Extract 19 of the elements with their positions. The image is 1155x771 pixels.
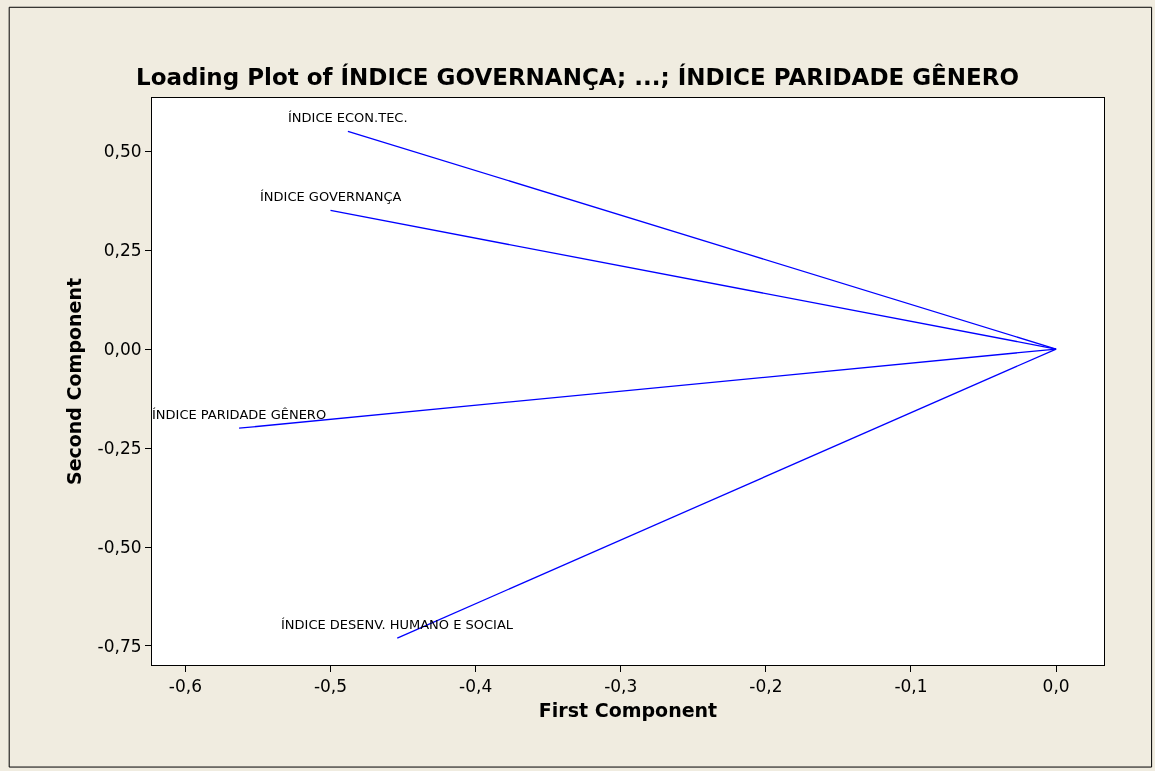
y-tick-label: 0,00: [103, 338, 142, 359]
series-label: ÍNDICE PARIDADE GÊNERO: [152, 407, 327, 422]
y-tick-label: -0,25: [97, 437, 142, 458]
x-tick-label: -0,6: [168, 676, 202, 697]
y-tick-label: 0,50: [103, 141, 142, 162]
y-tick-label: -0,75: [97, 635, 142, 656]
x-tick-label: -0,1: [894, 676, 928, 697]
y-axis-title: Second Component: [63, 277, 86, 486]
x-tick-label: -0,2: [749, 676, 783, 697]
x-tick-label: 0,0: [1042, 676, 1070, 697]
x-tick-label: -0,3: [604, 676, 638, 697]
series-label: ÍNDICE ECON.TEC.: [288, 110, 408, 125]
x-axis-title: First Component: [538, 699, 718, 722]
y-tick-label: -0,50: [97, 536, 142, 557]
series-label: ÍNDICE GOVERNANÇA: [260, 189, 402, 204]
x-tick-label: -0,5: [313, 676, 348, 697]
chart-title: Loading Plot of ÍNDICE GOVERNANÇA; ...; ÍNDICE PARIDADE GÊNERO: [135, 63, 1020, 91]
y-tick-label: 0,25: [103, 239, 142, 260]
x-tick-label: -0,4: [459, 676, 493, 697]
